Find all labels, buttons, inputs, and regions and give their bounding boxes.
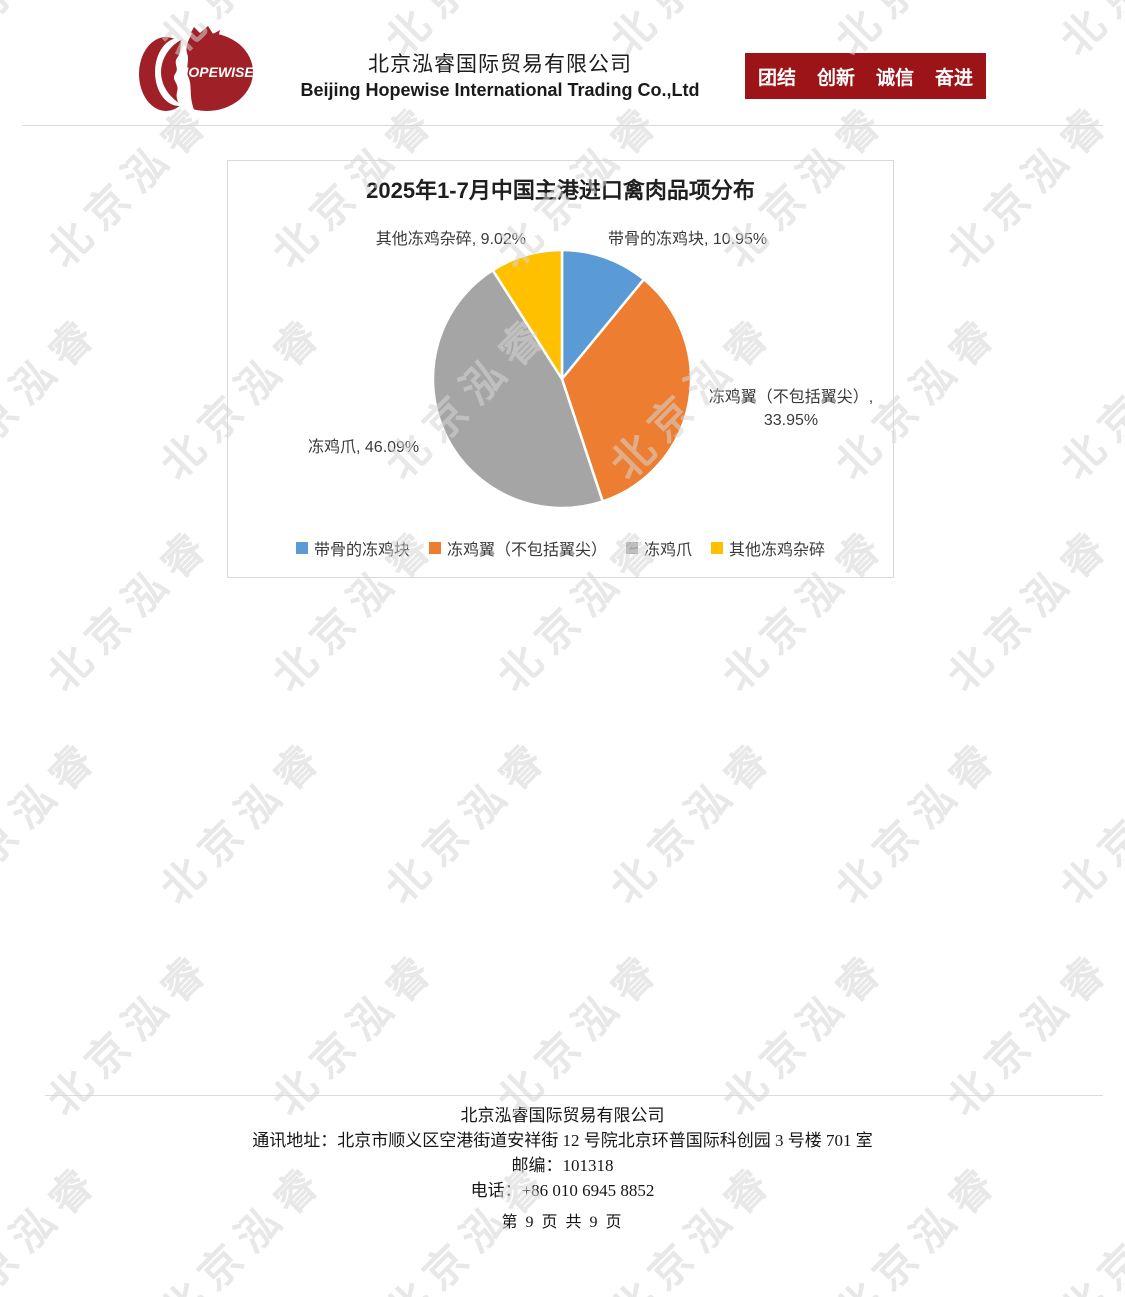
chart-legend: 带骨的冻鸡块 冻鸡翼（不包括翼尖） 冻鸡爪 其他冻鸡杂碎 xyxy=(228,536,893,560)
data-label-chicken-wings: 冻鸡翼（不包括翼尖）, 33.95% xyxy=(684,386,898,432)
watermark-text: 北京泓睿 xyxy=(938,941,1122,1125)
pie-slice xyxy=(431,268,604,510)
legend-swatch-icon xyxy=(711,542,724,554)
legend-item: 冻鸡爪 xyxy=(626,536,692,560)
legend-swatch-icon xyxy=(295,542,308,554)
watermark-text: 北京泓睿 xyxy=(0,729,110,913)
legend-swatch-icon xyxy=(626,542,638,554)
data-label-bone-in-chicken: 带骨的冻鸡块, 10.95% xyxy=(608,231,768,248)
legend-label: 冻鸡爪 xyxy=(644,542,693,559)
footer-divider xyxy=(45,1095,1103,1096)
watermark-text: 北京泓睿 xyxy=(376,729,560,913)
watermark-text: 北京泓睿 xyxy=(938,517,1122,701)
data-label-chicken-wings-line1: 冻鸡翼（不包括翼尖）, xyxy=(708,389,874,406)
legend-label: 带骨的冻鸡块 xyxy=(313,542,410,559)
footer-address: 通讯地址：北京市顺义区空港街道安祥街 12 号院北京环普国际科创园 3 号楼 7… xyxy=(252,1131,873,1150)
watermark-text: 北京泓睿 xyxy=(263,941,447,1125)
pie-chart-panel: 2025年1-7月中国主港进口禽肉品项分布 其他冻鸡杂碎, 9.02% 带骨的冻… xyxy=(227,160,894,578)
hopewise-logo-icon: HOPEWISE xyxy=(139,26,254,112)
company-name-en: Beijing Hopewise International Trading C… xyxy=(300,80,700,100)
logo-wordmark: HOPEWISE xyxy=(178,64,254,80)
legend-item: 其他冻鸡杂碎 xyxy=(711,536,825,560)
chart-title: 2025年1-7月中国主港进口禽肉品项分布 xyxy=(366,178,755,203)
watermark-text: 北京泓睿 xyxy=(938,93,1122,277)
footer-company-name: 北京泓睿国际贸易有限公司 xyxy=(460,1106,665,1125)
pie-slice xyxy=(491,248,564,381)
watermark-text: 北京泓睿 xyxy=(713,941,897,1125)
page-number: 第 9 页 共 9 页 xyxy=(501,1214,624,1231)
legend-label: 冻鸡翼（不包括翼尖） xyxy=(446,542,607,559)
watermark-text: 北京泓睿 xyxy=(601,729,785,913)
pie-slice xyxy=(560,248,646,381)
legend-label: 其他冻鸡杂碎 xyxy=(729,542,826,559)
data-label-chicken-claws: 冻鸡爪, 46.09% xyxy=(308,439,420,456)
motto-item: 奋进 xyxy=(935,67,974,89)
pie-chart xyxy=(431,248,693,510)
motto-item: 诚信 xyxy=(876,67,915,89)
header-divider xyxy=(22,125,1103,126)
watermark-text: 北京泓睿 xyxy=(1051,729,1125,913)
data-label-chicken-wings-line2: 33.95% xyxy=(763,412,819,429)
data-label-other-offal: 其他冻鸡杂碎, 9.02% xyxy=(375,231,526,248)
motto-banner: 团结 创新 诚信 奋进 xyxy=(745,53,986,99)
pie-slice xyxy=(560,278,693,503)
footer-phone: 电话：+86 010 6945 8852 xyxy=(470,1181,655,1200)
watermark-text: 北京泓睿 xyxy=(38,517,222,701)
watermark-text: 北京泓睿 xyxy=(826,729,1010,913)
legend-swatch-icon xyxy=(428,542,441,554)
watermark-text: 北京泓睿 xyxy=(1051,305,1125,489)
legend-item: 带骨的冻鸡块 xyxy=(295,536,410,560)
watermark-text: 北京泓睿 xyxy=(38,941,222,1125)
watermark-text: 北京泓睿 xyxy=(38,93,222,277)
motto-item: 团结 xyxy=(757,67,796,89)
company-header: 北京泓睿国际贸易有限公司 Beijing Hopewise Internatio… xyxy=(280,51,720,102)
watermark-text: 北京泓睿 xyxy=(151,729,335,913)
watermark-text: 北京泓睿 xyxy=(1044,0,1125,67)
watermark-text: 北京泓睿 xyxy=(488,941,672,1125)
motto-item: 创新 xyxy=(816,67,855,89)
footer-postal-code: 邮编：101318 xyxy=(511,1156,614,1175)
legend-item: 冻鸡翼（不包括翼尖） xyxy=(428,536,607,560)
company-name-cn: 北京泓睿国际贸易有限公司 xyxy=(368,52,632,76)
watermark-text: 北京泓睿 xyxy=(0,305,110,489)
watermark-text: 北京泓睿 xyxy=(0,0,113,67)
